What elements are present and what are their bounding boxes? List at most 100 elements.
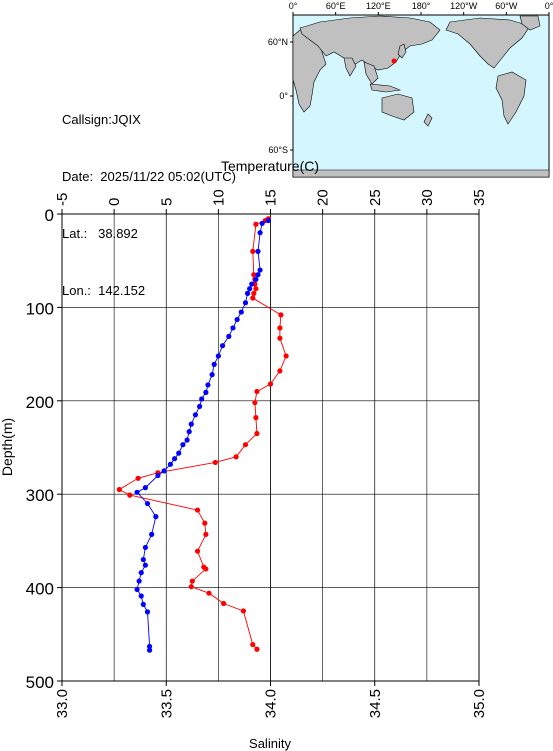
temperature-axis-label: Temperature(C) [221,158,319,174]
salinity-data-point [142,544,148,551]
temperature-profile-line [118,218,287,650]
land-japan [397,43,407,59]
temperature-data-point [250,641,256,648]
temperature-data-point [220,600,227,607]
salinity-data-point [149,531,155,537]
depth-axis-ticks: 0 100 200 300 400 500 [26,206,62,692]
map-longitude-label: 120°E [366,1,391,11]
salinity-data-point [255,248,261,254]
land-australia [381,93,415,121]
temperature-data-point [254,388,260,395]
salinity-data-point [184,437,190,443]
salinity-data-point [146,643,153,650]
salinity-data-point [192,412,199,418]
salinity-data-point [257,267,263,273]
temperature-data-point [250,248,256,254]
temperature-data-point [212,459,218,466]
temperature-data-point [267,381,274,387]
salinity-tick-label: 34.0 [263,689,280,718]
land-se-asia [363,61,379,85]
temperature-data-point [233,454,239,460]
map-latitude-label: 0° [279,91,288,101]
temperature-data-point [194,548,201,554]
temperature-tick-label: 25 [367,189,384,206]
salinity-data-point [238,309,244,315]
salinity-data-point [226,333,232,339]
land-antarctica [292,169,550,178]
temperature-data-point [188,584,194,590]
salinity-data-point [215,353,221,359]
salinity-data-point [153,514,159,520]
land-greenland [519,15,541,31]
salinity-tick-label: 35.0 [471,689,488,718]
temperature-data-point [252,400,258,406]
salinity-data-point [257,230,263,236]
depth-tick-label: 300 [26,486,54,505]
temperature-data-point [277,335,283,341]
temperature-tick-label: 5 [158,198,175,206]
land-new-zealand [423,113,433,127]
map-longitude-label: 0° [289,1,298,11]
date-text: Date: 2025/11/22 05:02(UTC) [62,169,236,184]
map-longitude-label: 120°W [450,1,478,11]
salinity-data-point [180,442,186,448]
salinity-data-point [155,472,161,479]
temperature-data-point [240,608,246,614]
land-south-america [495,71,527,125]
salinity-data-point [142,562,148,568]
salinity-data-point [234,316,240,323]
map-land [292,15,550,178]
land-north-america [445,17,531,69]
map-longitude-label: 180° [412,1,431,11]
temperature-tick-label: 10 [210,189,227,206]
salinity-tick-label: 33.5 [158,689,175,718]
temperature-data-point [254,430,260,437]
station-location-marker [391,58,397,64]
land-india [343,57,357,77]
salinity-data-point [176,450,182,456]
land-indonesia [369,83,402,93]
depth-tick-label: 200 [26,393,54,412]
map-longitude-label: 60°E [326,1,346,11]
salinity-tick-label: 33.0 [54,689,71,718]
salinity-profile-line [136,220,269,651]
salinity-data-point [211,361,217,367]
salinity-data-point [136,578,142,584]
salinity-data-point [171,456,178,462]
latitude-text: Lat.: 38.892 [62,226,138,241]
salinity-data-point [253,276,259,282]
temperature-data-point [135,475,141,481]
salinity-data-point [167,461,174,467]
depth-tick-label: 500 [26,673,54,692]
temperature-tick-label: -5 [54,193,71,206]
salinity-data-point [186,429,192,435]
temperature-data-point [206,590,212,596]
salinity-data-point [138,570,144,576]
temperature-tick-label: 35 [471,189,488,206]
salinity-data-point [134,489,140,495]
temperature-data-point [278,312,284,318]
temperature-data-point [203,566,209,572]
salinity-axis-ticks: 33.0 33.5 34.0 34.5 35.0 [54,681,488,718]
salinity-axis-label: Salinity [249,736,291,751]
salinity-data-point [242,300,249,306]
salinity-data-point [244,290,251,296]
depth-tick-label: 100 [26,299,54,318]
salinity-data-point [255,272,261,278]
temperature-data-point [250,295,256,301]
salinity-data-point [249,281,255,287]
map-longitude-label: 60°W [495,1,518,11]
temperature-data-point [277,368,283,374]
temperature-axis-ticks: -5 0 5 10 15 20 25 30 35 [54,189,488,214]
chart-grid [61,213,480,682]
salinity-data-point [197,403,203,410]
temperature-data-point [253,415,259,421]
depth-tick-label: 400 [26,580,54,599]
temperature-data-point [253,286,259,292]
salinity-data-point [265,217,272,224]
salinity-data-point [259,220,265,226]
salinity-data-point [134,586,140,593]
world-map: 0° 60°E 120°E 180° 120°W 60°W 0° 60°N 0° 60°S [268,1,553,178]
temperature-data-point [251,272,257,278]
